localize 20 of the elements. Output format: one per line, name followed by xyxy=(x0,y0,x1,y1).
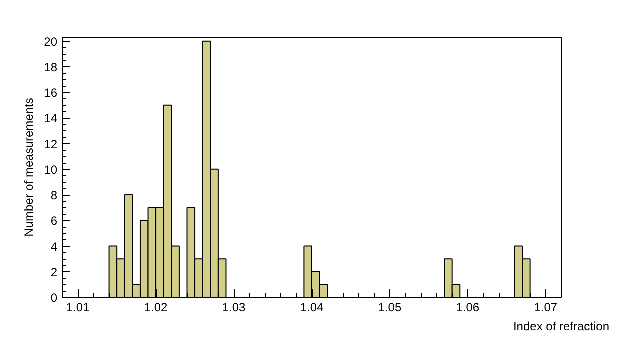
x-tick-label: 1.06 xyxy=(456,300,480,314)
y-tick-label: 0 xyxy=(50,291,58,305)
x-axis-title: Index of refraction xyxy=(513,320,610,334)
y-tick-label: 14 xyxy=(44,112,58,126)
x-tick-label: 1.03 xyxy=(222,300,246,314)
y-tick-label: 10 xyxy=(44,162,58,177)
y-axis-title: Number of measurements xyxy=(22,98,36,237)
x-tick-label: 1.02 xyxy=(144,300,168,314)
y-tick-label: 4 xyxy=(50,240,58,254)
x-tick-label: 1.07 xyxy=(534,300,558,314)
y-tick-label: 16 xyxy=(44,86,58,100)
x-tick-label: 1.01 xyxy=(66,300,90,314)
y-tick-label: 12 xyxy=(44,137,58,152)
y-tick-label: 20 xyxy=(44,34,58,49)
x-tick-label: 1.04 xyxy=(300,300,324,314)
y-tick-label: 18 xyxy=(44,60,58,74)
y-tick-label: 2 xyxy=(50,265,58,280)
y-tick-label: 8 xyxy=(50,188,58,203)
y-tick-label: 6 xyxy=(50,214,58,228)
x-tick-label: 1.05 xyxy=(378,300,402,314)
